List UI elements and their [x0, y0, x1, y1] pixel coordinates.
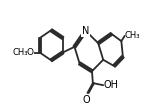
- Text: OH: OH: [104, 80, 119, 90]
- Text: CH₃: CH₃: [12, 48, 28, 57]
- Text: O: O: [83, 95, 90, 105]
- Text: CH₃: CH₃: [125, 31, 140, 40]
- Text: O: O: [26, 48, 33, 57]
- Text: N: N: [82, 26, 89, 36]
